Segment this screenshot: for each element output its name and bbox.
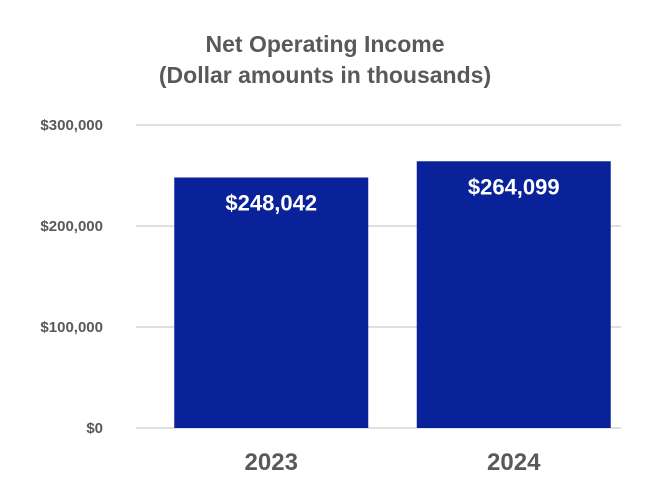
bar-2023 (174, 177, 369, 428)
bar-2024 (416, 161, 611, 428)
chart-title-line-1: Net Operating Income (206, 31, 445, 57)
data-label-2023: $248,042 (225, 190, 317, 215)
y-tick-label: $200,000 (40, 218, 103, 235)
x-tick-label: 2024 (487, 449, 541, 476)
data-label-2024: $264,099 (468, 174, 560, 199)
y-tick-label: $300,000 (40, 117, 103, 134)
x-tick-label: 2023 (245, 449, 298, 476)
chart-title-line-2: (Dollar amounts in thousands) (159, 62, 491, 88)
y-tick-label: $100,000 (40, 319, 103, 336)
y-tick-label: $0 (86, 420, 103, 437)
